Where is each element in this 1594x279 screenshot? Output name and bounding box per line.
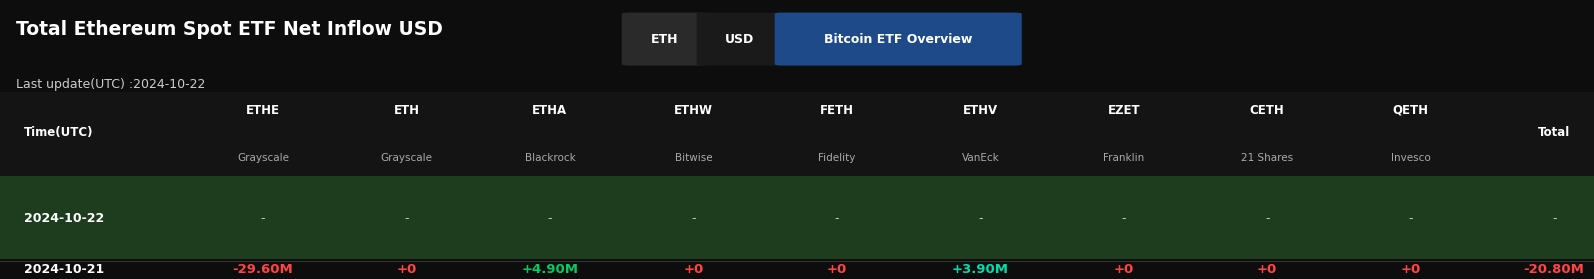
Text: +0: +0 <box>1114 263 1133 276</box>
Text: Time(UTC): Time(UTC) <box>24 126 94 139</box>
Text: ETH: ETH <box>394 104 419 117</box>
FancyBboxPatch shape <box>0 176 1594 261</box>
Text: Grayscale: Grayscale <box>381 153 432 163</box>
FancyBboxPatch shape <box>775 13 1022 66</box>
Text: Invesco: Invesco <box>1392 153 1430 163</box>
Text: -: - <box>405 212 408 225</box>
Text: Bitwise: Bitwise <box>674 153 713 163</box>
Text: ETH: ETH <box>650 33 679 45</box>
Text: -20.80M: -20.80M <box>1524 263 1584 276</box>
Text: Franklin: Franklin <box>1103 153 1144 163</box>
Text: +4.90M: +4.90M <box>521 263 579 276</box>
Text: Grayscale: Grayscale <box>238 153 289 163</box>
FancyBboxPatch shape <box>0 92 1594 176</box>
Text: +0: +0 <box>1258 263 1277 276</box>
Text: -: - <box>979 212 982 225</box>
Text: -: - <box>1122 212 1125 225</box>
Text: EZET: EZET <box>1108 104 1140 117</box>
Text: +0: +0 <box>397 263 416 276</box>
Text: Bitcoin ETF Overview: Bitcoin ETF Overview <box>824 33 972 45</box>
Text: VanEck: VanEck <box>961 153 999 163</box>
Text: +0: +0 <box>684 263 703 276</box>
Text: -: - <box>548 212 552 225</box>
Text: +0: +0 <box>1401 263 1420 276</box>
Text: -: - <box>835 212 838 225</box>
Text: -: - <box>1553 212 1556 225</box>
Text: FETH: FETH <box>819 104 854 117</box>
Text: Total: Total <box>1538 126 1570 139</box>
Text: -: - <box>261 212 265 225</box>
Text: -: - <box>1266 212 1269 225</box>
Text: Blackrock: Blackrock <box>524 153 575 163</box>
Text: ETHV: ETHV <box>963 104 998 117</box>
Text: -: - <box>1409 212 1412 225</box>
FancyBboxPatch shape <box>0 259 1594 279</box>
Text: 2024-10-21: 2024-10-21 <box>24 263 104 276</box>
FancyBboxPatch shape <box>697 13 783 66</box>
Text: 2024-10-22: 2024-10-22 <box>24 212 104 225</box>
Text: USD: USD <box>725 33 754 45</box>
Text: ETHA: ETHA <box>532 104 567 117</box>
Text: ETHE: ETHE <box>245 104 281 117</box>
Text: Fidelity: Fidelity <box>818 153 856 163</box>
FancyBboxPatch shape <box>622 13 708 66</box>
Text: -29.60M: -29.60M <box>233 263 293 276</box>
Text: -: - <box>692 212 695 225</box>
Text: CETH: CETH <box>1250 104 1285 117</box>
Text: Total Ethereum Spot ETF Net Inflow USD: Total Ethereum Spot ETF Net Inflow USD <box>16 20 443 39</box>
Text: 21 Shares: 21 Shares <box>1242 153 1293 163</box>
Text: ETHW: ETHW <box>674 104 713 117</box>
Text: QETH: QETH <box>1393 104 1428 117</box>
Text: +0: +0 <box>827 263 846 276</box>
Text: +3.90M: +3.90M <box>952 263 1009 276</box>
Text: Last update(UTC) :2024-10-22: Last update(UTC) :2024-10-22 <box>16 78 206 91</box>
